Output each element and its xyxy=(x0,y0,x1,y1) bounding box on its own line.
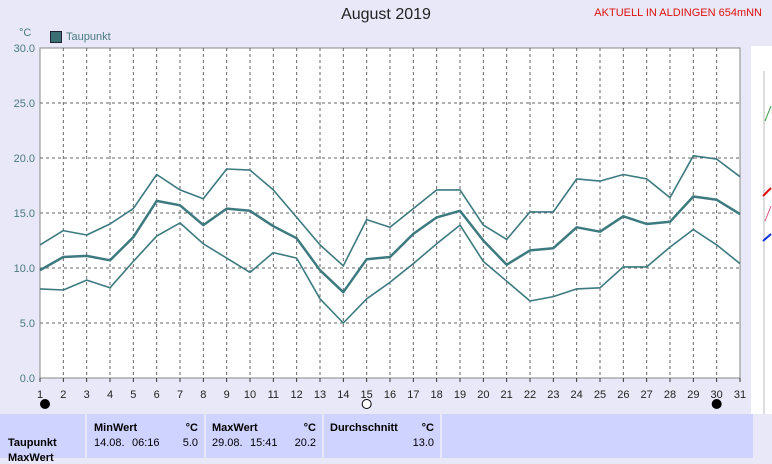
x-tick-label: 5 xyxy=(130,389,136,401)
stats-table: Taupunkt MaxWert MinWert °C 14.08. 06:16… xyxy=(0,414,772,464)
series-group xyxy=(39,155,741,324)
x-tick-label: 22 xyxy=(524,389,536,401)
chart-title: August 2019 xyxy=(341,6,431,23)
min-header: MinWert xyxy=(94,422,138,434)
y-tick-label: 30.0 xyxy=(14,43,35,55)
stats-min-cell: MinWert °C 14.08. 06:16 5.0 xyxy=(87,414,204,458)
stats-empty-cell xyxy=(442,414,753,458)
avg-unit: °C xyxy=(421,422,434,434)
x-tick-label: 20 xyxy=(477,389,489,401)
y-tick-label: 15.0 xyxy=(14,208,35,220)
moon-phase-new-icon xyxy=(711,399,722,409)
x-tick-label: 14 xyxy=(337,389,349,401)
legend-label: Taupunkt xyxy=(66,31,111,43)
x-tick-label: 25 xyxy=(594,389,606,401)
y-tick-label: 5.0 xyxy=(20,318,35,330)
x-tick-label: 19 xyxy=(454,389,466,401)
max-value: 20.2 xyxy=(294,437,316,449)
side-panel-edge xyxy=(751,46,772,414)
grid xyxy=(40,48,740,378)
stats-max-cell: MaxWert °C 29.08. 15:41 20.2 xyxy=(206,414,322,458)
x-tick-label: 21 xyxy=(501,389,513,401)
x-tick-label: 3 xyxy=(84,389,90,401)
x-tick-label: 6 xyxy=(154,389,160,401)
avg-value: 13.0 xyxy=(412,437,434,449)
x-tick-label: 1 xyxy=(37,389,43,401)
y-tick-label: 25.0 xyxy=(14,98,35,110)
stats-avg-cell: Durchschnitt °C 13.0 xyxy=(324,414,440,458)
x-tick-label: 4 xyxy=(107,389,113,401)
max-time: 15:41 xyxy=(250,437,278,449)
avg-header: Durchschnitt xyxy=(330,422,398,434)
x-tick-label: 23 xyxy=(547,389,559,401)
min-unit: °C xyxy=(185,422,198,434)
legend: Taupunkt xyxy=(50,31,111,43)
x-tick-label: 13 xyxy=(314,389,326,401)
chart: 0.05.010.015.020.025.030.0 1 2 3 4 5 6 7 8 9 10 11… xyxy=(14,27,746,409)
y-tick-label: 10.0 xyxy=(14,263,35,275)
x-tick-label: 8 xyxy=(200,389,206,401)
legend-swatch xyxy=(50,31,62,43)
min-value: 5.0 xyxy=(182,437,198,449)
x-tick-label: 18 xyxy=(431,389,443,401)
stats-row-label: Taupunkt xyxy=(8,437,57,449)
x-tick-label: 16 xyxy=(384,389,396,401)
x-tick-label: 7 xyxy=(177,389,183,401)
series-line-avg xyxy=(39,195,741,294)
x-tick-label: 24 xyxy=(571,389,583,401)
series-line-min xyxy=(39,222,741,324)
moon-phase-full-icon xyxy=(361,399,372,409)
side-panel-lines xyxy=(762,71,772,414)
stats-row-label-cut: MaxWert xyxy=(8,452,54,464)
x-tick-label: 26 xyxy=(617,389,629,401)
x-tick-label: 27 xyxy=(641,389,653,401)
x-tick-label: 2 xyxy=(60,389,66,401)
x-tick-label: 9 xyxy=(224,389,230,401)
x-tick-label: 12 xyxy=(291,389,303,401)
x-axis: 1 2 3 4 5 6 7 8 9 10 11 12 13 14 15 16 17 18 19 20 21 22 23 24 2… xyxy=(37,378,746,401)
series-line-max xyxy=(39,155,741,267)
max-header: MaxWert xyxy=(212,422,258,434)
x-tick-label: 31 xyxy=(734,389,746,401)
x-tick-label: 29 xyxy=(687,389,699,401)
max-unit: °C xyxy=(303,422,316,434)
y-axis-unit: °C xyxy=(19,27,31,39)
stats-label-cell: Taupunkt MaxWert xyxy=(0,414,85,464)
x-tick-label: 30 xyxy=(711,389,723,401)
x-tick-label: 15 xyxy=(361,389,373,401)
min-time: 06:16 xyxy=(132,437,160,449)
x-tick-label: 17 xyxy=(407,389,419,401)
x-tick-label: 28 xyxy=(664,389,676,401)
y-axis: 0.0 5.0 10.0 15.0 20.0 25.0 30.0 xyxy=(14,43,35,385)
x-tick-label: 10 xyxy=(244,389,256,401)
moon-phases xyxy=(40,399,722,409)
x-tick-label: 11 xyxy=(268,389,279,401)
moon-phase-new-icon xyxy=(40,399,50,409)
y-tick-label: 0.0 xyxy=(20,373,35,385)
y-tick-label: 20.0 xyxy=(14,153,35,165)
min-date: 14.08. xyxy=(94,437,125,449)
station-label: AKTUELL IN ALDINGEN 654mNN xyxy=(594,7,762,19)
max-date: 29.08. xyxy=(212,437,243,449)
